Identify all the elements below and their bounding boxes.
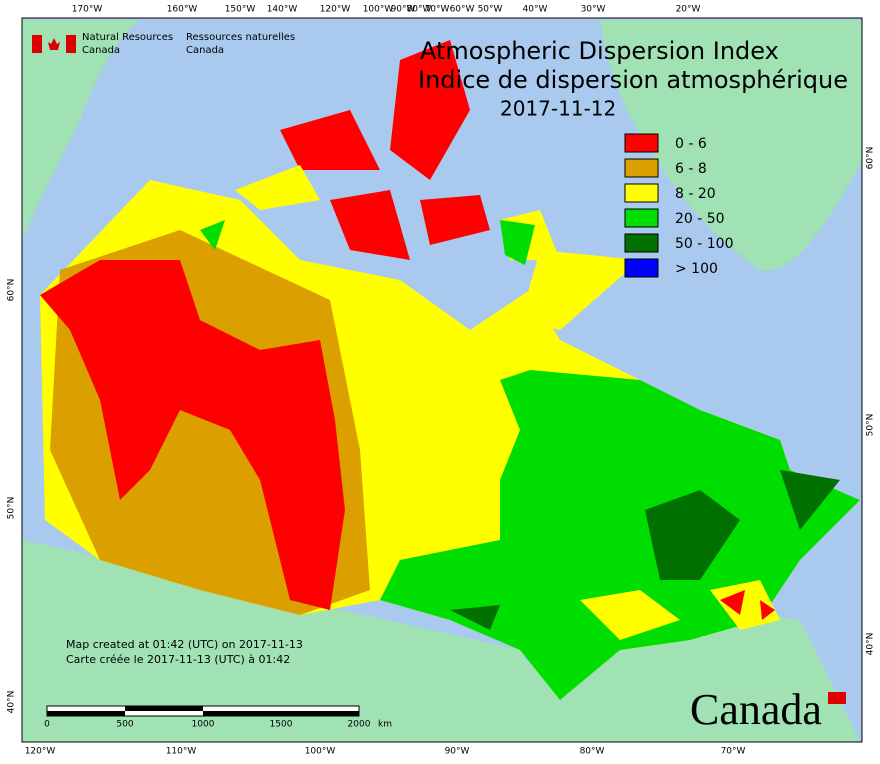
title: Atmospheric Dispersion Index — [420, 37, 779, 65]
arctic-yellow — [235, 165, 640, 330]
lon-label: 50°W — [478, 5, 503, 15]
nrcan-logo — [32, 35, 76, 53]
arctic-red — [280, 40, 490, 260]
lon-label: 40°W — [523, 5, 548, 15]
created-en: Map created at 01:42 (UTC) on 2017-11-13 — [66, 638, 303, 651]
land — [22, 20, 862, 742]
legend-swatch — [624, 233, 659, 253]
legend-swatch — [624, 158, 659, 178]
scale-segment — [47, 711, 125, 716]
scale-segment — [203, 711, 281, 716]
legend-label: 6 - 8 — [675, 161, 707, 177]
lon-label: 30°W — [581, 5, 606, 15]
lon-label: 80°W — [580, 747, 605, 757]
scale-label: 1000 — [192, 720, 215, 730]
lon-label: 150°W — [225, 5, 256, 15]
legend-label: 0 - 6 — [675, 136, 707, 152]
lon-label: 60°W — [450, 5, 475, 15]
lon-label: 70°W — [721, 747, 746, 757]
lon-label: 100°W — [305, 747, 336, 757]
flag-bar — [66, 35, 76, 53]
scale-label: 0 — [44, 720, 50, 730]
agency-en: Natural Resources — [82, 32, 173, 43]
lon-label: 100°W — [363, 5, 394, 15]
legend-label: 50 - 100 — [675, 236, 734, 252]
created-fr: Carte créée le 2017-11-13 (UTC) à 01:42 — [66, 653, 290, 666]
arctic-green — [200, 220, 535, 265]
usa — [22, 540, 600, 742]
scale-bar — [46, 705, 360, 717]
lat-label: 40°N — [866, 633, 876, 656]
scale-label: 2000 — [348, 720, 371, 730]
legend-swatch — [624, 208, 659, 228]
alaska — [22, 20, 140, 240]
east-yellow — [580, 580, 780, 640]
wordmark: Canada — [690, 685, 822, 734]
lon-label: 120°W — [320, 5, 351, 15]
east-dark-green — [450, 470, 840, 630]
flag-leaf — [48, 38, 60, 50]
date: 2017-11-12 — [500, 97, 616, 121]
legend-label: 20 - 50 — [675, 211, 725, 227]
title: Indice de dispersion atmosphérique — [418, 66, 848, 94]
lat-label: 60°N — [866, 147, 876, 170]
lon-label: 90°W — [445, 747, 470, 757]
lat-label: 50°N — [7, 497, 17, 520]
legend-swatch — [624, 133, 659, 153]
scale-unit: km — [378, 720, 392, 730]
lon-label: 160°W — [167, 5, 198, 15]
legend-label: > 100 — [675, 261, 718, 277]
lon-label: 70°W — [425, 5, 450, 15]
scale-segment — [125, 706, 203, 711]
lon-label: 120°W — [25, 747, 56, 757]
greenland — [600, 20, 862, 271]
wordmark-flag — [828, 692, 846, 704]
lon-label: 110°W — [166, 747, 197, 757]
flag-bar — [32, 35, 42, 53]
legend-label: 8 - 20 — [675, 186, 716, 202]
west-red — [40, 260, 345, 610]
scale-label: 500 — [116, 720, 133, 730]
lon-label: 170°W — [72, 5, 103, 15]
lat-label: 60°N — [7, 279, 17, 302]
lon-label: 80°W — [407, 5, 432, 15]
lon-label: 140°W — [267, 5, 298, 15]
scale-segment — [281, 711, 359, 716]
lon-label: 20°W — [676, 5, 701, 15]
maritime-red — [720, 590, 775, 620]
lat-label: 40°N — [7, 691, 17, 714]
scale-label: 1500 — [270, 720, 293, 730]
agency-fr: Canada — [186, 45, 224, 56]
agency-en: Canada — [82, 45, 120, 56]
legend-swatch — [624, 258, 659, 278]
lon-label: 90°W — [391, 5, 416, 15]
legend-swatch — [624, 183, 659, 203]
agency-fr: Ressources naturelles — [186, 32, 295, 43]
lat-label: 50°N — [866, 414, 876, 437]
map-border — [21, 17, 863, 743]
